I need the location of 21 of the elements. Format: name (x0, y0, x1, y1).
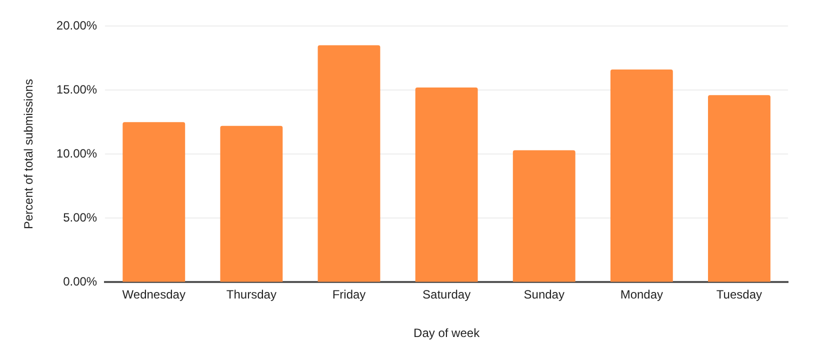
x-tick-label: Friday (332, 288, 366, 302)
bar (708, 95, 770, 282)
y-tick-label: 10.00% (56, 146, 98, 160)
x-tick-label: Wednesday (122, 288, 186, 302)
y-axis-title: Percent of total submissions (22, 79, 36, 230)
y-tick-label: 15.00% (56, 82, 98, 96)
x-tick-label: Monday (620, 288, 664, 302)
bar (512, 150, 576, 282)
x-axis-title: Day of week (414, 326, 481, 340)
x-tick-label: Sunday (524, 288, 564, 302)
x-tick-label: Saturday (422, 288, 471, 302)
y-tick-label: 0.00% (63, 274, 98, 289)
bar (220, 126, 283, 282)
y-tick-label: 20.00% (56, 18, 98, 32)
y-tick-label: 5.00% (63, 210, 98, 224)
bar (318, 45, 380, 282)
bar (610, 70, 673, 282)
x-tick-label: Thursday (226, 288, 276, 302)
bar (415, 87, 478, 282)
bar (122, 122, 186, 282)
x-tick-label: Tuesday (716, 288, 762, 302)
